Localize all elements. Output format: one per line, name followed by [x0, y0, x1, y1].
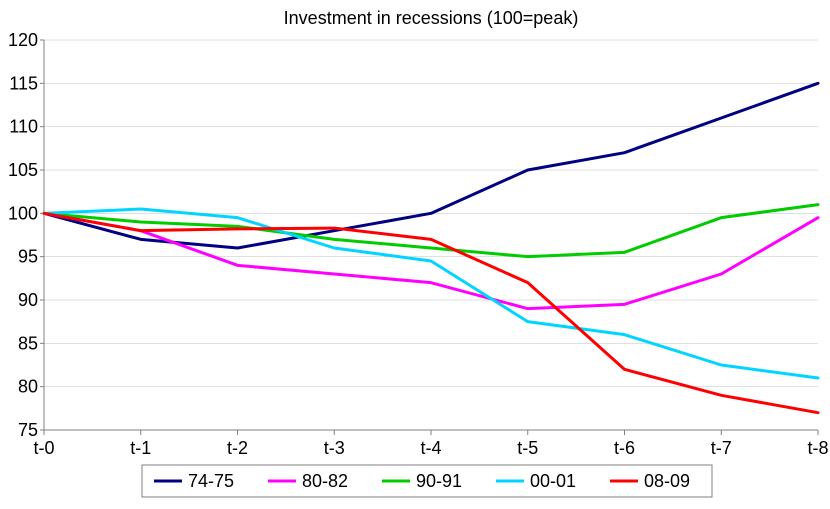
chart-bg [0, 0, 830, 509]
legend-label-08-09: 08-09 [644, 471, 690, 491]
chart-container: Investment in recessions (100=peak) 75 80 8… [0, 0, 830, 509]
y-tick-label: 85 [18, 333, 38, 353]
x-tick-label: t-7 [711, 438, 732, 458]
legend-label-00-01: 00-01 [530, 471, 576, 491]
x-tick-label: t-2 [227, 438, 248, 458]
x-tick-label: t-5 [517, 438, 538, 458]
x-tick-label: t-4 [420, 438, 441, 458]
legend-label-74-75: 74-75 [188, 471, 234, 491]
y-tick-label: 95 [18, 247, 38, 267]
y-tick-label: 115 [9, 73, 38, 93]
legend-label-80-82: 80-82 [302, 471, 348, 491]
x-tick-label: t-6 [614, 438, 635, 458]
y-tick-label: 120 [8, 30, 38, 50]
x-tick-label: t-8 [807, 438, 828, 458]
x-tick-label: t-1 [130, 438, 151, 458]
y-tick-label: 105 [8, 160, 38, 180]
line-chart: Investment in recessions (100=peak) 75 80 8… [0, 0, 830, 509]
y-tick-label: 75 [18, 420, 38, 440]
y-tick-label: 100 [8, 203, 38, 223]
y-tick-label: 90 [18, 290, 38, 310]
y-tick-label: 110 [9, 117, 38, 137]
x-tick-label: t-3 [324, 438, 345, 458]
x-tick-label: t-0 [33, 438, 54, 458]
legend-label-90-91: 90-91 [416, 471, 462, 491]
chart-title: Investment in recessions (100=peak) [284, 8, 579, 28]
y-tick-label: 80 [18, 377, 38, 397]
